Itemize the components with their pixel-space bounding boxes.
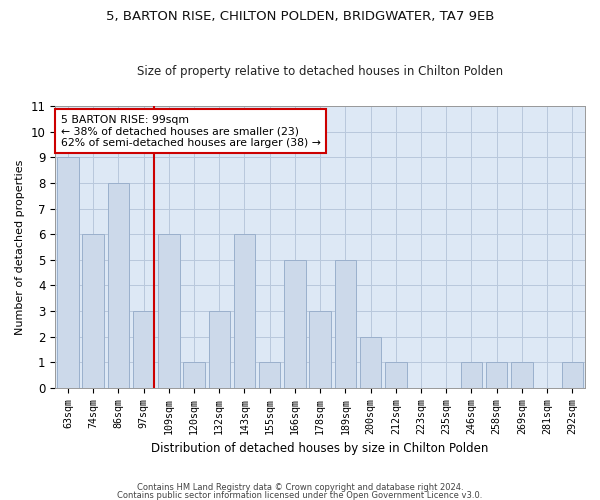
- Bar: [133, 311, 154, 388]
- Text: 5, BARTON RISE, CHILTON POLDEN, BRIDGWATER, TA7 9EB: 5, BARTON RISE, CHILTON POLDEN, BRIDGWAT…: [106, 10, 494, 23]
- Bar: [360, 336, 382, 388]
- X-axis label: Distribution of detached houses by size in Chilton Polden: Distribution of detached houses by size …: [151, 442, 489, 455]
- Bar: [209, 311, 230, 388]
- Title: Size of property relative to detached houses in Chilton Polden: Size of property relative to detached ho…: [137, 66, 503, 78]
- Bar: [259, 362, 280, 388]
- Bar: [158, 234, 179, 388]
- Text: Contains HM Land Registry data © Crown copyright and database right 2024.: Contains HM Land Registry data © Crown c…: [137, 484, 463, 492]
- Y-axis label: Number of detached properties: Number of detached properties: [15, 160, 25, 334]
- Text: Contains public sector information licensed under the Open Government Licence v3: Contains public sector information licen…: [118, 490, 482, 500]
- Bar: [335, 260, 356, 388]
- Bar: [284, 260, 305, 388]
- Bar: [107, 183, 129, 388]
- Bar: [234, 234, 255, 388]
- Bar: [57, 158, 79, 388]
- Bar: [310, 311, 331, 388]
- Bar: [461, 362, 482, 388]
- Text: 5 BARTON RISE: 99sqm
← 38% of detached houses are smaller (23)
62% of semi-detac: 5 BARTON RISE: 99sqm ← 38% of detached h…: [61, 114, 320, 148]
- Bar: [82, 234, 104, 388]
- Bar: [511, 362, 533, 388]
- Bar: [385, 362, 407, 388]
- Bar: [486, 362, 508, 388]
- Bar: [562, 362, 583, 388]
- Bar: [183, 362, 205, 388]
